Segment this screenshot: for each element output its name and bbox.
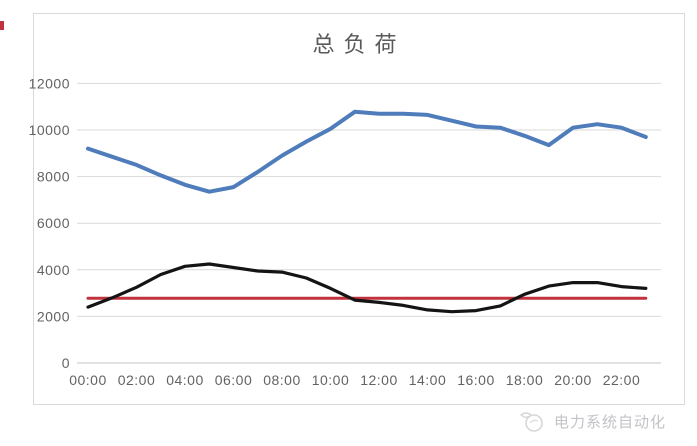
x-tick-label: 18:00 <box>506 372 544 388</box>
watermark-bird-logo-icon <box>519 412 543 432</box>
y-tick-label: 6000 <box>37 215 70 231</box>
x-tick-label: 02:00 <box>118 372 156 388</box>
x-tick-label: 20:00 <box>554 372 592 388</box>
y-tick-label: 10000 <box>29 122 70 138</box>
chart-title: 总负荷 <box>312 32 406 57</box>
x-tick-label: 14:00 <box>409 372 447 388</box>
y-tick-label: 0 <box>62 355 70 371</box>
x-tick-label: 04:00 <box>166 372 204 388</box>
watermark-text: 电力系统自动化 <box>554 413 667 431</box>
total-load-blue-line <box>86 109 648 194</box>
x-tick-label: 00:00 <box>69 372 107 388</box>
x-tick-label: 16:00 <box>457 372 495 388</box>
x-tick-label: 22:00 <box>603 372 641 388</box>
y-tick-label: 2000 <box>37 308 70 324</box>
y-tick-label: 8000 <box>37 169 70 185</box>
secondary-black-line <box>86 262 648 314</box>
y-tick-label: 12000 <box>29 75 70 91</box>
watermark: 电力系统自动化 <box>518 404 693 438</box>
x-tick-label: 06:00 <box>215 372 253 388</box>
red-corner-mark <box>0 21 4 30</box>
x-tick-label: 08:00 <box>263 372 301 388</box>
y-tick-label: 4000 <box>37 262 70 278</box>
x-tick-label: 10:00 <box>312 372 350 388</box>
x-tick-label: 12:00 <box>360 372 398 388</box>
chart-frame <box>33 13 685 405</box>
